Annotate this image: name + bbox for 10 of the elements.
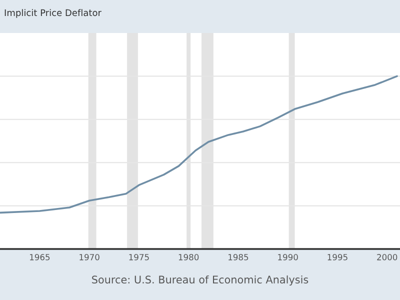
- x-tick-label: 2000: [377, 254, 398, 260]
- x-tick-label: 1980: [178, 254, 199, 260]
- x-tick-label: 1965: [30, 254, 50, 260]
- x-tick-label: 1975: [129, 254, 149, 260]
- x-tick-label: 1995: [328, 254, 348, 260]
- source-note: Source: U.S. Bureau of Economic Analysis: [92, 275, 308, 286]
- x-tick-label: 1985: [228, 254, 248, 260]
- x-tick-label: 1970: [80, 254, 100, 260]
- chart-title: Implicit Price Deflator: [4, 9, 102, 18]
- x-tick-label: 1990: [278, 254, 298, 260]
